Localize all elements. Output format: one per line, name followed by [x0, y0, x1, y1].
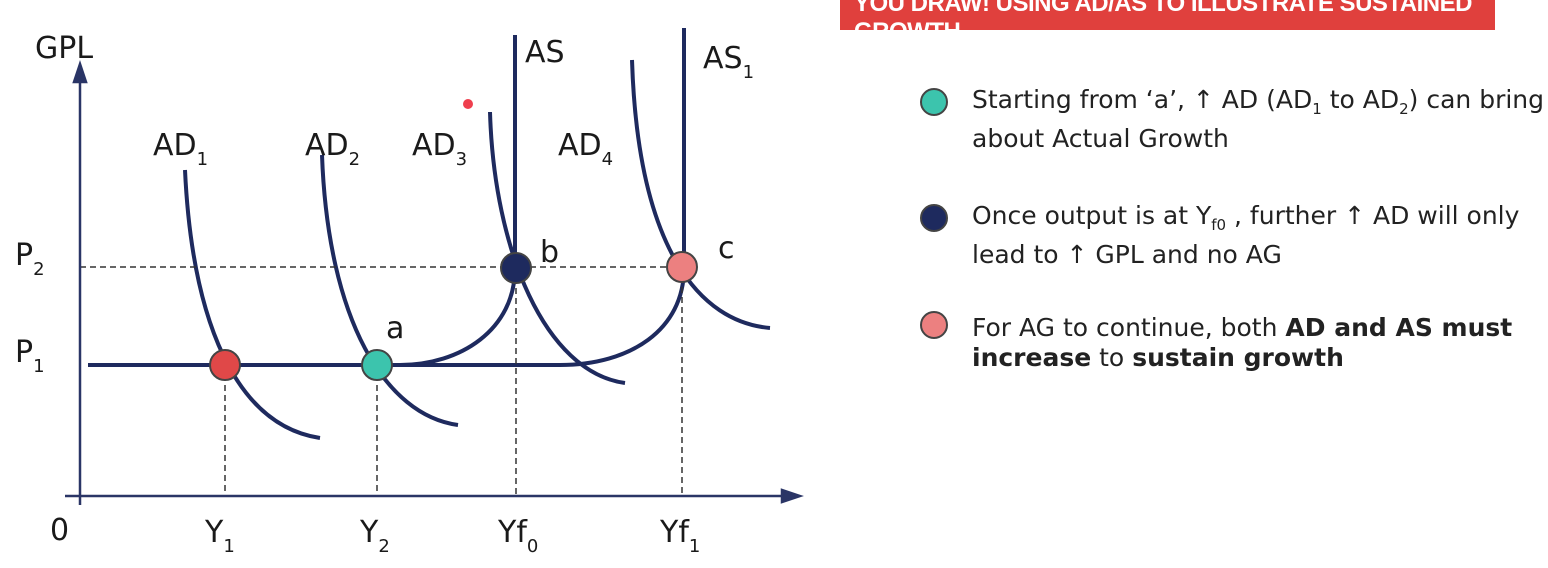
- point-a: [361, 349, 393, 381]
- guides: [80, 266, 683, 496]
- x-arrow: [780, 488, 804, 504]
- bold-text: sustain growth: [1132, 343, 1344, 372]
- text: , further ↑ AD will only lead to ↑ GPL a…: [972, 201, 1520, 269]
- output-label-sub: 0: [527, 536, 538, 557]
- points: [209, 251, 698, 381]
- curve-label-main: AS: [703, 41, 743, 76]
- curve-label: AD2: [305, 128, 360, 170]
- curve-label-main: AD: [412, 128, 456, 163]
- price-label-sub: 2: [33, 259, 44, 280]
- ad3-curve: [488, 111, 626, 385]
- bold-text: AD and AS must increase: [972, 313, 1513, 372]
- text: Starting from ‘a’, ↑ AD (AD: [972, 85, 1313, 114]
- as1-curve: [400, 28, 686, 367]
- output-label: Y2: [359, 515, 390, 557]
- output-label-sub: 1: [223, 536, 234, 557]
- price-label: P1: [15, 335, 45, 377]
- output-label: Yf0: [497, 515, 538, 557]
- curve-label-sub: 2: [349, 149, 360, 170]
- ad4-curve: [630, 59, 771, 330]
- point-label: a: [386, 311, 404, 346]
- point-label: b: [540, 235, 559, 270]
- curve-label: AD1: [153, 128, 208, 170]
- output-label-sub: 2: [378, 536, 389, 557]
- subscript: 2: [1399, 100, 1409, 118]
- output-label: Y1: [204, 515, 235, 557]
- curve-label-sub: 1: [197, 149, 208, 170]
- price-label-main: P: [15, 238, 33, 273]
- curve-label-sub: 1: [743, 62, 754, 83]
- origin-label: 0: [50, 513, 69, 548]
- output-label-sub: 1: [689, 536, 700, 557]
- diagram: GPLRealGDP/t0P2P1Y1Y2Yf0Yf1AD1AD2AD3AD4A…: [15, 28, 804, 557]
- curve-label-sub: 4: [602, 149, 613, 170]
- header-title: YOU DRAW! USING AD/AS TO ILLUSTRATE SUST…: [854, 0, 1472, 30]
- point-b: [500, 252, 532, 284]
- curve-label: AS1: [703, 41, 754, 83]
- text: For AG to continue, both: [972, 313, 1286, 342]
- point-y1: [209, 349, 241, 381]
- text: ) can bring about Actual Growth: [972, 85, 1545, 153]
- price-label-sub: 1: [33, 356, 44, 377]
- curve-label: AS: [525, 35, 565, 70]
- text: to AD: [1321, 85, 1400, 114]
- point-c: [666, 251, 698, 283]
- curve-label-main: AD: [153, 128, 197, 163]
- labels: GPLRealGDP/t0P2P1Y1Y2Yf0Yf1AD1AD2AD3AD4A…: [15, 31, 754, 557]
- curve-label-main: AD: [558, 128, 602, 163]
- curve-label-main: AD: [305, 128, 349, 163]
- header-banner: YOU DRAW! USING AD/AS TO ILLUSTRATE SUST…: [840, 0, 1495, 30]
- bullet: For AG to continue, both AD and AS must …: [972, 313, 1547, 373]
- as-curve: [88, 35, 517, 367]
- bullet-marker: [920, 311, 948, 339]
- bullet-marker: [920, 204, 948, 232]
- ad2-curve: [320, 154, 459, 427]
- price-label: P2: [15, 238, 45, 280]
- subscript: f0: [1211, 216, 1227, 234]
- y-axis-label: GPL: [35, 31, 93, 66]
- axes: [65, 60, 804, 505]
- ad1-curve: [183, 169, 321, 440]
- text: Once output is at Y: [972, 201, 1212, 230]
- bullet: Once output is at Yf0 , further ↑ AD wil…: [972, 201, 1547, 270]
- price-label-main: P: [15, 335, 33, 370]
- curve-label: AD3: [412, 128, 467, 170]
- text: to: [1091, 343, 1133, 372]
- bullet-marker: [920, 88, 948, 116]
- curve-label: AD4: [558, 128, 613, 170]
- pointer-dot: [463, 99, 473, 109]
- point-label: c: [718, 231, 735, 266]
- bullet: Starting from ‘a’, ↑ AD (AD1 to AD2) can…: [972, 85, 1547, 154]
- curves: [88, 28, 771, 440]
- curve-label-main: AS: [525, 35, 565, 70]
- y-arrow: [72, 60, 88, 84]
- output-label: Yf1: [659, 515, 700, 557]
- output-label-main: Y: [204, 515, 224, 550]
- output-label-main: Yf: [659, 515, 690, 550]
- curve-label-sub: 3: [456, 149, 467, 170]
- output-label-main: Y: [359, 515, 379, 550]
- output-label-main: Yf: [497, 515, 528, 550]
- subscript: 1: [1312, 100, 1322, 118]
